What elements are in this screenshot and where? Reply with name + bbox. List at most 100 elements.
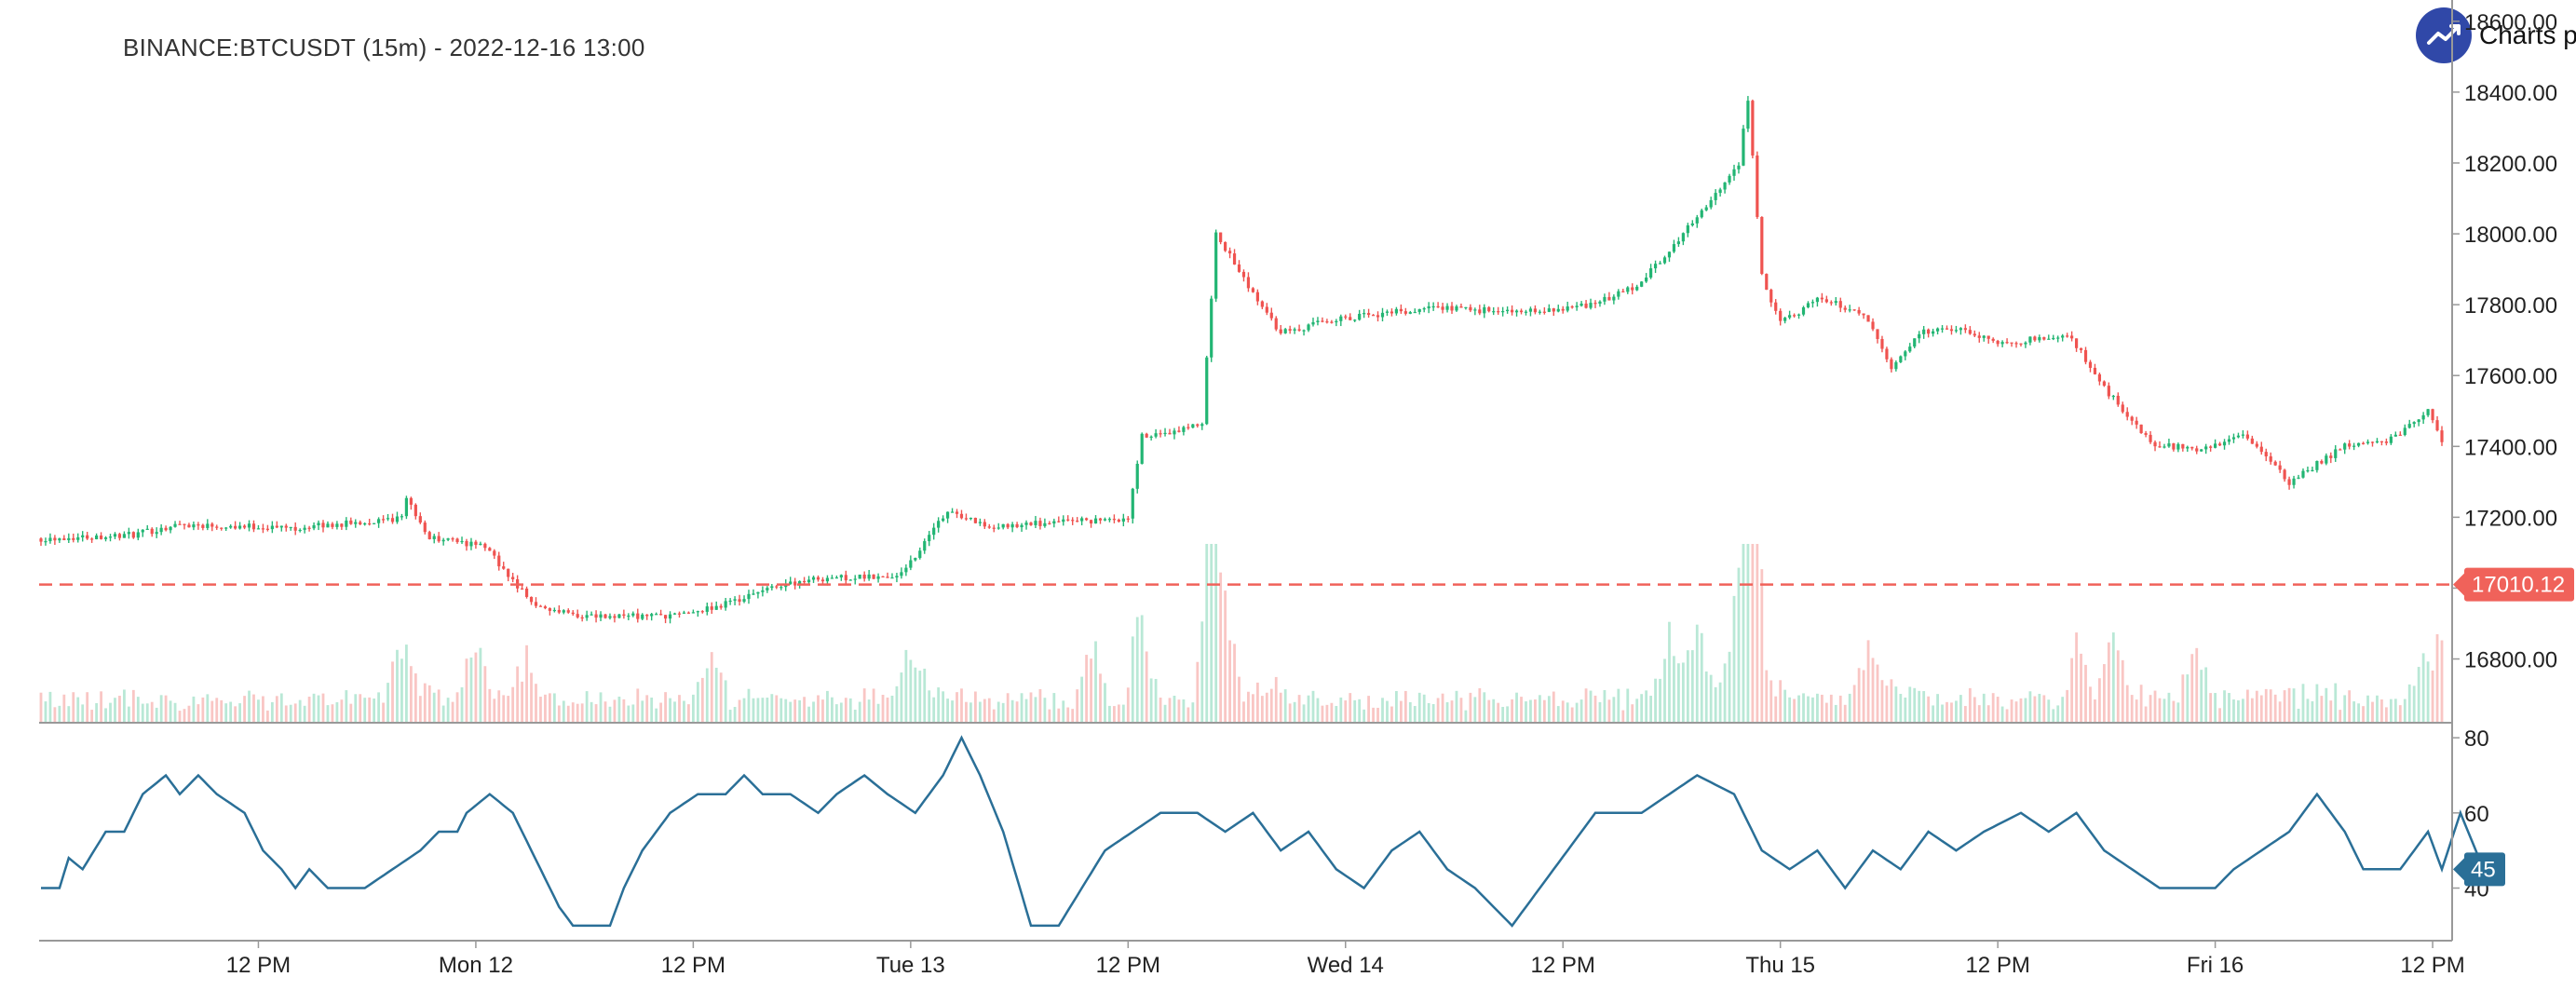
- candle-body: [1908, 346, 1912, 352]
- volume-bar: [1080, 676, 1084, 723]
- volume-bar: [2348, 690, 2352, 723]
- candle-body: [2061, 335, 2065, 338]
- volume-bar: [817, 695, 820, 723]
- candle-body: [1455, 306, 1458, 311]
- candle-body: [2222, 441, 2227, 446]
- candle-body: [997, 527, 1000, 529]
- volume-bar: [2329, 700, 2333, 723]
- candle-body: [1205, 357, 1209, 425]
- volume-bar: [1034, 697, 1037, 723]
- volume-bar: [1339, 697, 1343, 723]
- volume-bar: [535, 684, 537, 723]
- volume-bar: [571, 702, 575, 723]
- candle-body: [279, 525, 283, 528]
- candle-body: [1089, 520, 1093, 524]
- volume-bar: [418, 696, 422, 723]
- volume-bar: [687, 704, 690, 723]
- candle-body: [2356, 442, 2361, 446]
- candle-body: [2329, 455, 2333, 458]
- candle-body: [1885, 348, 1889, 360]
- candle-body: [164, 527, 168, 531]
- candle-body: [566, 610, 570, 613]
- candle-body: [2042, 337, 2046, 340]
- candle-body: [576, 614, 579, 617]
- volume-bar: [622, 699, 626, 723]
- candle-body: [1103, 519, 1107, 521]
- candle-body: [2130, 416, 2134, 421]
- candle-body: [1394, 308, 1399, 314]
- volume-bar: [1575, 702, 1579, 723]
- candle-body: [2102, 381, 2106, 387]
- volume-bar: [1529, 699, 1532, 723]
- candle-body: [1977, 335, 1981, 338]
- candle-body: [1224, 241, 1227, 251]
- candle-body: [1353, 319, 1357, 321]
- volume-bar: [1968, 687, 1972, 723]
- candle-body: [705, 606, 709, 612]
- volume-bar: [1607, 699, 1611, 723]
- candle-body: [724, 601, 727, 608]
- candle-body: [820, 579, 825, 582]
- volume-bar: [848, 698, 852, 723]
- volume-bar: [1946, 701, 1948, 723]
- volume-bar: [997, 701, 1000, 723]
- candle-body: [1528, 308, 1533, 312]
- volume-bar: [1399, 700, 1403, 723]
- volume-bar: [2144, 706, 2148, 723]
- candle-body: [1986, 335, 1990, 339]
- volume-bar: [1534, 699, 1537, 723]
- candle-body: [1792, 315, 1796, 317]
- volume-bar: [960, 688, 963, 723]
- volume-bar: [2357, 703, 2360, 723]
- volume-bar: [391, 661, 394, 723]
- volume-bar: [1104, 683, 1106, 723]
- volume-bar: [904, 649, 908, 723]
- candle-body: [571, 612, 575, 615]
- candle-body: [1631, 287, 1634, 291]
- volume-bar: [2287, 687, 2291, 723]
- volume-bar: [298, 699, 302, 723]
- volume-bar: [728, 710, 732, 723]
- candle-body: [1852, 309, 1856, 311]
- candle-body: [1196, 424, 1200, 427]
- volume-bar: [248, 690, 251, 723]
- volume-bar: [289, 704, 292, 723]
- candle-body: [1321, 320, 1324, 322]
- candle-body: [169, 526, 172, 531]
- candle-body: [2056, 337, 2060, 339]
- price-tick-label: 16800.00: [2464, 648, 2557, 673]
- volume-bar: [761, 698, 765, 723]
- volume-bar: [2421, 653, 2425, 723]
- candle-body: [2389, 436, 2393, 443]
- candle-body: [2306, 469, 2310, 472]
- volume-bar: [862, 688, 866, 723]
- candle-body: [404, 497, 409, 517]
- volume-bar: [2297, 708, 2300, 723]
- volume-bar: [1501, 707, 1505, 723]
- candle-body: [1533, 308, 1538, 313]
- candle-body: [2361, 442, 2366, 444]
- candle-body: [2083, 349, 2088, 362]
- candle-body: [1098, 518, 1103, 521]
- candle-body: [1635, 286, 1639, 291]
- volume-bar: [1279, 692, 1282, 723]
- candle-body: [1227, 251, 1232, 254]
- volume-bar: [210, 700, 214, 723]
- volume-bar: [2204, 667, 2208, 723]
- candle-body: [331, 523, 334, 527]
- candle-body: [1584, 303, 1588, 308]
- candle-body: [234, 525, 237, 529]
- charts-logo-icon[interactable]: [2416, 7, 2472, 63]
- volume-bar: [1769, 680, 1773, 723]
- candle-body: [103, 537, 108, 539]
- candle-body: [2149, 434, 2152, 442]
- volume-bar: [1820, 694, 1824, 723]
- candle-body: [1820, 297, 1824, 300]
- volume-bar: [1941, 704, 1944, 723]
- volume-bar: [548, 693, 551, 723]
- volume-bar: [719, 672, 723, 723]
- candle-body: [983, 522, 986, 527]
- volume-bar: [86, 692, 89, 723]
- candle-body: [108, 536, 113, 538]
